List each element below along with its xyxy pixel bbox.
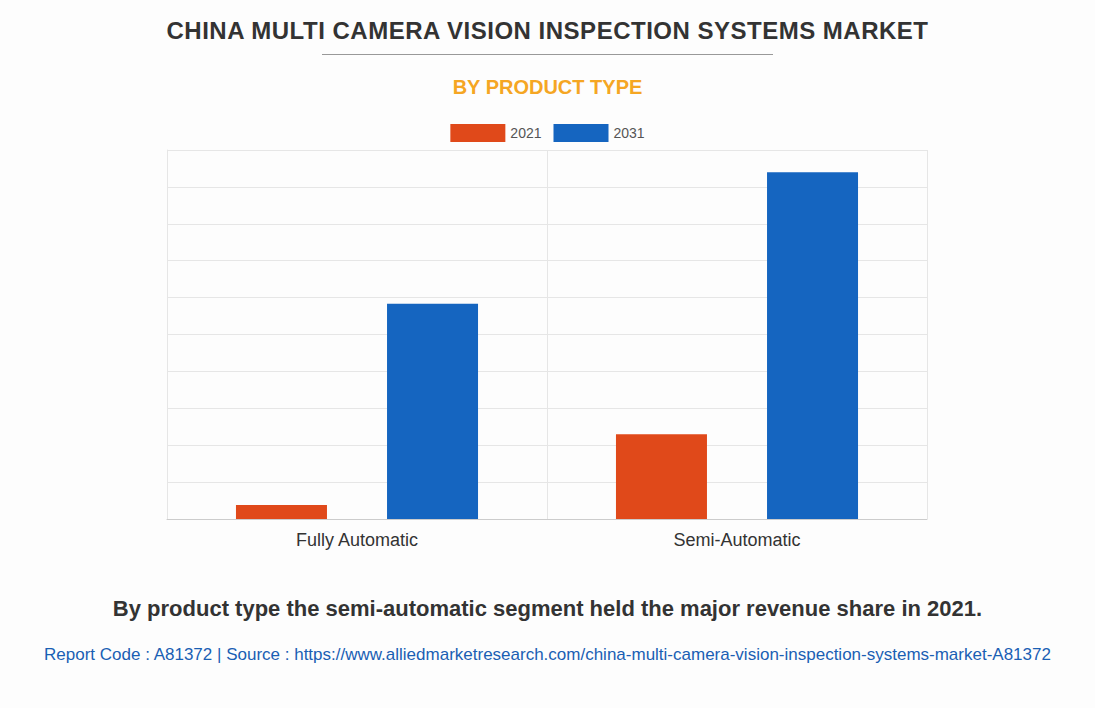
svg-text:2031: 2031 — [614, 125, 645, 141]
html-text:By product type the semi-autom: By product type the semi-automatic segme… — [112, 596, 983, 621]
html-text:CHINA MULTI CAMERA VISION INSP: CHINA MULTI CAMERA VISION INSPECTION SYS… — [166, 17, 929, 44]
svg-text:Fully Automatic: Fully Automatic — [296, 530, 418, 550]
html-text:BY PRODUCT TYPE: BY PRODUCT TYPE — [452, 76, 643, 98]
svg-text:Semi-Automatic: Semi-Automatic — [673, 530, 800, 550]
html-text:Report Code : A81372 | Source: Report Code : A81372 | Source : https://… — [44, 645, 1051, 664]
svg-text:2021: 2021 — [510, 125, 541, 141]
